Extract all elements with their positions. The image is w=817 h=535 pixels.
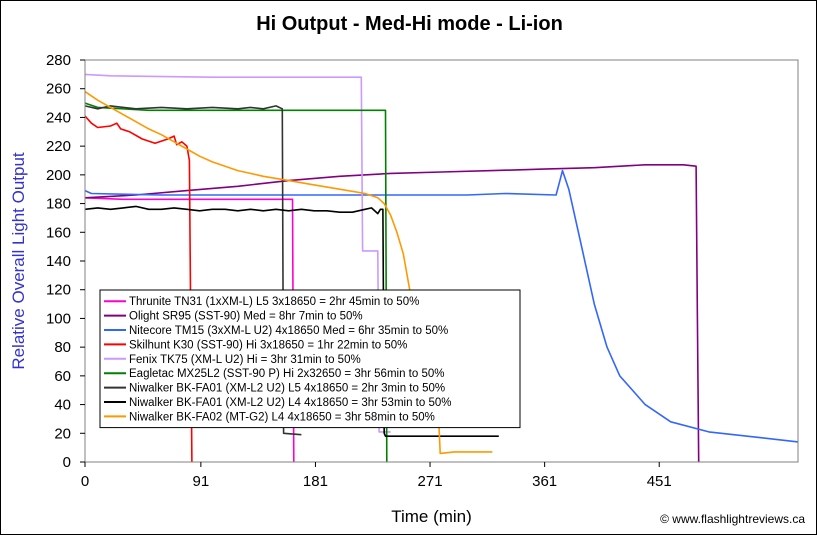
series-line-8 [84, 205, 499, 437]
legend-entry: Niwalker BK-FA01 (XM-L2 U2) L5 4x18650 =… [129, 383, 445, 395]
y-tick-label: 140 [46, 253, 71, 270]
y-tick-label: 120 [46, 282, 71, 299]
y-axis-label: Relative Overall Light Output [9, 152, 28, 370]
x-axis-label: Time (min) [391, 507, 472, 526]
axes-layer: 0 20 40 60 80 100 120 140 160 180 200 220 240 260 280 0… [46, 52, 672, 490]
legend-entry: Fenix TK75 (XM-L U2) Hi = 3hr 31min to 5… [129, 354, 361, 366]
y-tick-label: 20 [54, 425, 71, 442]
y-tick-label: 160 [46, 224, 71, 241]
series-line-7 [84, 105, 302, 436]
series-line-3 [84, 169, 799, 443]
legend-entry: Thrunite TN31 (1xXM-L) L5 3x18650 = 2hr … [129, 296, 419, 308]
legend-entry: Eagletac MX25L2 (SST-90 P) Hi 2x32650 = … [129, 368, 444, 380]
credit-text: © www.flashlightreviews.ca [660, 512, 805, 526]
x-tick-label: 91 [193, 473, 210, 490]
y-tick-label: 60 [54, 368, 71, 385]
series-line-2 [84, 164, 700, 463]
x-tick-label: 271 [418, 473, 443, 490]
x-tick-label: 0 [81, 473, 89, 490]
y-tick-label: 100 [46, 310, 71, 327]
legend: Thrunite TN31 (1xXM-L) L5 3x18650 = 2hr … [99, 289, 521, 429]
series-line-4 [84, 115, 193, 463]
series-line-1 [84, 197, 295, 463]
y-tick-label: 80 [54, 339, 71, 356]
y-tick-label: 40 [54, 397, 71, 414]
y-tick-label: 200 [46, 167, 71, 184]
y-tick-label: 260 [46, 81, 71, 98]
y-tick-label: 240 [46, 109, 71, 126]
x-tick-label: 361 [532, 473, 557, 490]
y-tick-label: 0 [63, 454, 71, 471]
y-tick-label: 180 [46, 196, 71, 213]
legend-entry: Niwalker BK-FA02 (MT-G2) L4 4x18650 = 3h… [129, 411, 435, 423]
series-line-6 [84, 102, 388, 463]
y-tick-label: 280 [46, 52, 71, 69]
chart-title: Hi Output - Med-Hi mode - Li-ion [256, 13, 563, 35]
legend-box [99, 289, 521, 429]
legend-entry: Nitecore TM15 (3xXM-L U2) 4x18650 Med = … [129, 325, 448, 337]
x-tick-label: 181 [303, 473, 328, 490]
legend-entry: Niwalker BK-FA01 (XM-L2 U2) L4 4x18650 =… [129, 397, 451, 409]
legend-entry: Olight SR95 (SST-90) Med = 8hr 7min to 5… [129, 311, 363, 323]
legend-entry: Skilhunt K30 (SST-90) Hi 3x18650 = 1hr 2… [129, 339, 407, 351]
y-tick-label: 220 [46, 138, 71, 155]
x-tick-label: 451 [647, 473, 672, 490]
